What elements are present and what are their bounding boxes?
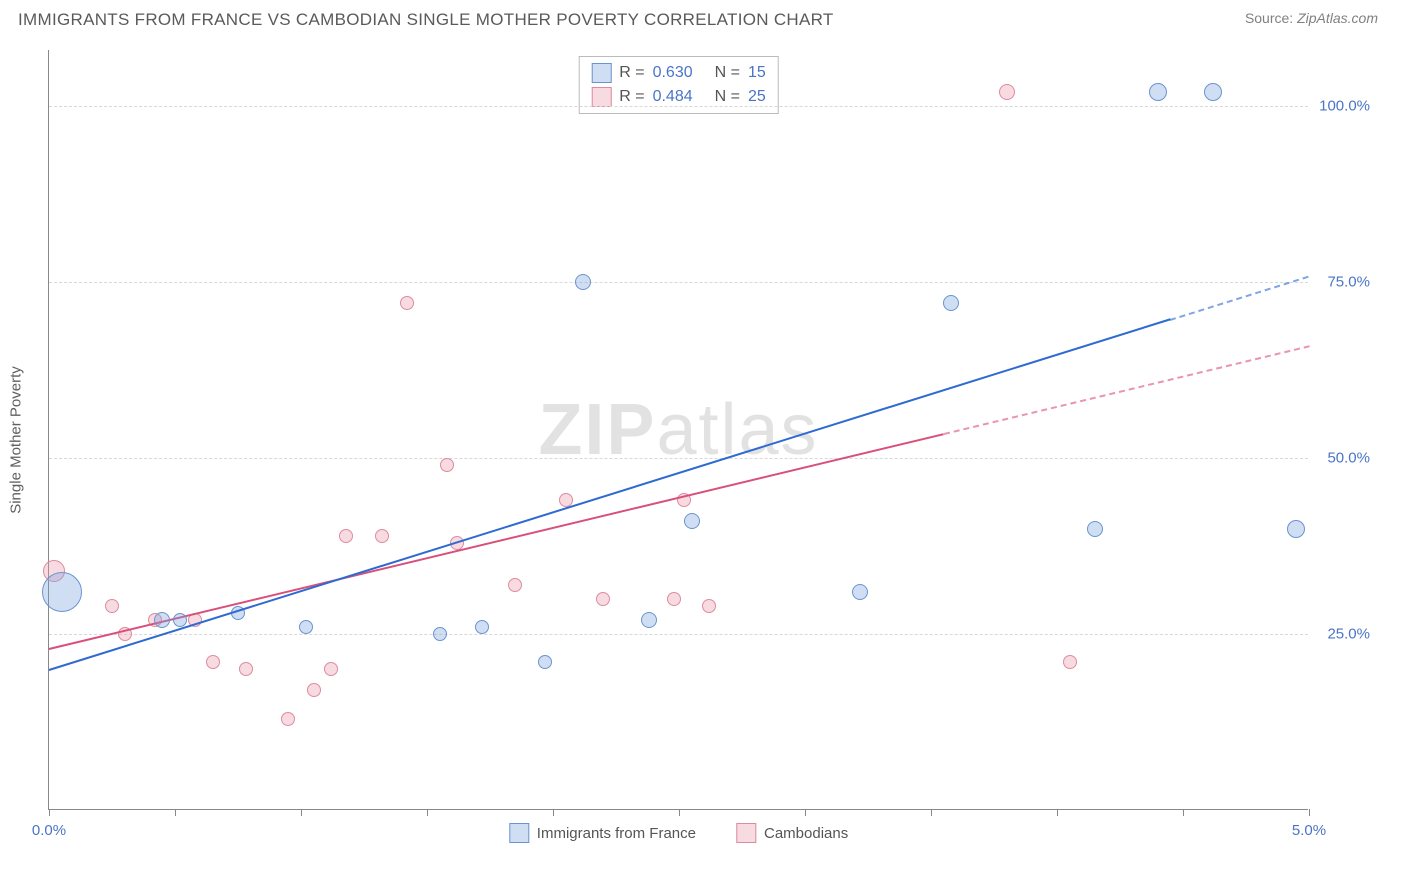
y-axis-label: Single Mother Poverty: [8, 366, 25, 514]
x-tick: [175, 809, 176, 816]
stats-row-france: R = 0.630 N = 15: [591, 61, 766, 85]
data-point-france: [538, 655, 552, 669]
trend-line-france: [49, 319, 1171, 672]
data-point-cambodians: [440, 458, 454, 472]
n-value-france: 15: [748, 64, 766, 82]
data-point-france: [575, 274, 591, 290]
r-value-france: 0.630: [653, 64, 693, 82]
data-point-france: [852, 584, 868, 600]
plot-area: ZIPatlas R = 0.630 N = 15 R = 0.484 N = …: [48, 50, 1308, 810]
data-point-cambodians: [999, 84, 1015, 100]
bottom-legend: Immigrants from France Cambodians: [509, 823, 848, 843]
source-attribution: Source: ZipAtlas.com: [1245, 10, 1378, 26]
chart-container: Single Mother Poverty ZIPatlas R = 0.630…: [48, 50, 1378, 830]
data-point-france: [684, 513, 700, 529]
chart-title: IMMIGRANTS FROM FRANCE VS CAMBODIAN SING…: [18, 10, 834, 30]
data-point-cambodians: [339, 529, 353, 543]
swatch-france-icon: [509, 823, 529, 843]
x-tick: [679, 809, 680, 816]
y-tick-label: 75.0%: [1312, 274, 1370, 291]
gridline: [49, 282, 1308, 283]
data-point-cambodians: [105, 599, 119, 613]
gridline: [49, 634, 1308, 635]
data-point-cambodians: [596, 592, 610, 606]
data-point-france: [42, 572, 82, 612]
source-value: ZipAtlas.com: [1297, 10, 1378, 26]
x-tick: [301, 809, 302, 816]
x-tick: [1183, 809, 1184, 816]
data-point-cambodians: [307, 683, 321, 697]
source-label: Source:: [1245, 10, 1293, 26]
swatch-cambodians: [591, 87, 611, 107]
data-point-france: [475, 620, 489, 634]
x-tick: [931, 809, 932, 816]
data-point-cambodians: [206, 655, 220, 669]
data-point-france: [299, 620, 313, 634]
x-tick: [553, 809, 554, 816]
y-tick-label: 100.0%: [1312, 98, 1370, 115]
data-point-france: [1287, 520, 1305, 538]
legend-item-cambodians: Cambodians: [736, 823, 848, 843]
data-point-france: [1149, 83, 1167, 101]
x-tick: [49, 809, 50, 816]
data-point-france: [173, 613, 187, 627]
x-tick: [1057, 809, 1058, 816]
data-point-france: [1204, 83, 1222, 101]
data-point-cambodians: [667, 592, 681, 606]
swatch-cambodians-icon: [736, 823, 756, 843]
legend-label-france: Immigrants from France: [537, 825, 696, 842]
data-point-france: [943, 295, 959, 311]
legend-label-cambodians: Cambodians: [764, 825, 848, 842]
data-point-cambodians: [375, 529, 389, 543]
data-point-france: [154, 612, 170, 628]
gridline: [49, 458, 1308, 459]
data-point-france: [1087, 521, 1103, 537]
x-tick-label: 0.0%: [32, 822, 66, 839]
x-tick: [805, 809, 806, 816]
legend-item-france: Immigrants from France: [509, 823, 696, 843]
r-value-cambodians: 0.484: [653, 88, 693, 106]
data-point-france: [433, 627, 447, 641]
x-tick: [427, 809, 428, 816]
gridline: [49, 106, 1308, 107]
data-point-cambodians: [281, 712, 295, 726]
data-point-france: [641, 612, 657, 628]
y-tick-label: 25.0%: [1312, 626, 1370, 643]
data-point-cambodians: [1063, 655, 1077, 669]
data-point-cambodians: [239, 662, 253, 676]
n-value-cambodians: 25: [748, 88, 766, 106]
x-tick: [1309, 809, 1310, 816]
trend-line-cambodians-dashed: [943, 346, 1309, 436]
data-point-cambodians: [702, 599, 716, 613]
data-point-cambodians: [508, 578, 522, 592]
swatch-france: [591, 63, 611, 83]
data-point-cambodians: [400, 296, 414, 310]
data-point-cambodians: [324, 662, 338, 676]
x-tick-label: 5.0%: [1292, 822, 1326, 839]
y-tick-label: 50.0%: [1312, 450, 1370, 467]
